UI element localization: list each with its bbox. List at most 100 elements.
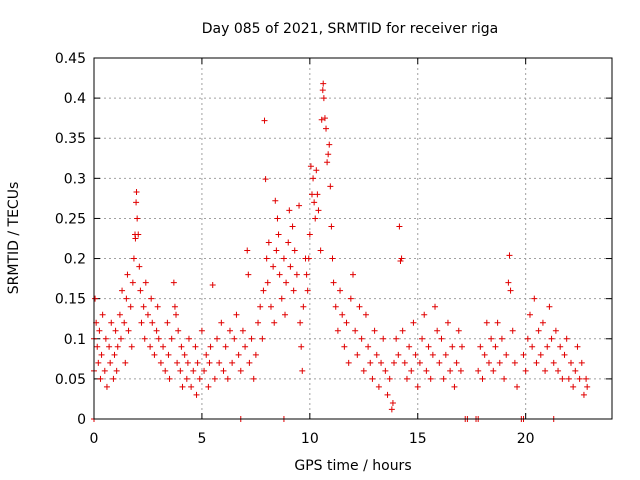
data-point	[127, 303, 134, 310]
data-point	[263, 255, 270, 262]
data-point	[427, 375, 434, 382]
data-point	[196, 375, 203, 382]
data-point	[421, 311, 428, 318]
data-point	[369, 375, 376, 382]
data-point	[328, 223, 335, 230]
data-point	[329, 255, 336, 262]
data-point	[347, 295, 354, 302]
data-point	[149, 319, 156, 326]
data-point	[233, 311, 240, 318]
data-point	[350, 271, 356, 278]
data-point	[123, 295, 130, 302]
data-point	[307, 163, 314, 170]
data-point	[142, 279, 149, 286]
data-point	[296, 202, 303, 209]
data-point	[524, 335, 531, 342]
data-point	[375, 383, 382, 390]
data-point	[260, 287, 267, 294]
data-point	[135, 231, 142, 238]
data-point	[154, 303, 161, 310]
data-point	[419, 335, 426, 342]
data-point	[110, 375, 117, 382]
y-tick-label: 0.4	[64, 91, 86, 107]
data-point	[185, 335, 192, 342]
y-tick-label: 0.3	[64, 171, 86, 187]
data-point	[229, 359, 236, 366]
data-point	[203, 351, 210, 358]
data-point	[542, 367, 549, 374]
data-point	[290, 287, 297, 294]
y-axis-label: SRMTID / TECUs	[6, 182, 22, 295]
data-point	[192, 343, 199, 350]
data-point	[125, 327, 132, 334]
tick-labels: 0 0.05 0.1 0.15 0.2 0.25 0.3 0.35 0.4 0.45 0 5 10 15 2…	[55, 51, 535, 447]
data-point	[408, 367, 415, 374]
data-point	[391, 359, 398, 366]
data-point	[184, 359, 191, 366]
data-point	[194, 359, 201, 366]
data-point	[276, 271, 283, 278]
data-point	[358, 335, 365, 342]
data-point	[567, 359, 574, 366]
data-point	[382, 367, 389, 374]
data-point	[134, 215, 141, 222]
data-point	[98, 351, 105, 358]
data-point	[291, 247, 298, 254]
data-point	[141, 335, 148, 342]
data-point	[455, 327, 462, 334]
data-point	[132, 235, 139, 242]
data-point	[272, 197, 279, 204]
data-point	[155, 335, 162, 342]
y-tick-label: 0	[77, 412, 86, 428]
y-tick-label: 0.2	[64, 252, 86, 268]
data-point	[177, 367, 184, 374]
data-point	[305, 255, 312, 262]
data-point	[250, 375, 257, 382]
data-point	[557, 343, 564, 350]
data-point	[559, 375, 566, 382]
data-point	[429, 351, 436, 358]
data-point	[386, 375, 393, 382]
data-point	[261, 117, 268, 124]
data-point	[308, 191, 315, 198]
data-point	[326, 141, 333, 148]
data-point	[198, 327, 205, 334]
data-point	[207, 343, 214, 350]
data-point	[280, 255, 287, 262]
data-point	[550, 359, 557, 366]
data-point	[388, 406, 395, 413]
data-point	[498, 335, 505, 342]
data-point	[138, 319, 145, 326]
data-point	[555, 367, 562, 374]
data-point	[259, 335, 266, 342]
data-point	[299, 367, 306, 374]
data-point	[313, 167, 320, 174]
data-point	[483, 319, 490, 326]
data-point	[190, 367, 197, 374]
data-point	[245, 271, 252, 278]
data-point	[490, 367, 497, 374]
data-point	[285, 239, 292, 246]
x-tick-label: 0	[90, 431, 99, 447]
data-point	[107, 359, 114, 366]
data-point	[267, 303, 274, 310]
data-point	[175, 327, 182, 334]
data-point	[181, 351, 188, 358]
data-point	[137, 287, 144, 294]
data-point	[546, 303, 553, 310]
data-point	[324, 159, 331, 166]
data-point	[339, 311, 346, 318]
data-point	[317, 247, 324, 254]
data-point	[561, 351, 568, 358]
data-point	[321, 115, 328, 122]
data-point	[544, 343, 551, 350]
data-point	[297, 319, 304, 326]
data-point	[128, 343, 135, 350]
data-point	[278, 295, 285, 302]
data-point	[162, 367, 169, 374]
data-point	[273, 247, 280, 254]
data-point	[270, 263, 277, 270]
data-point	[323, 125, 330, 132]
data-point	[398, 255, 405, 262]
data-point	[108, 319, 115, 326]
